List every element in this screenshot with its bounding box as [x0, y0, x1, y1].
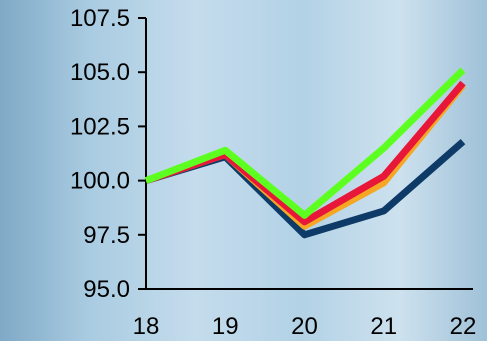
chart-series [144, 67, 466, 239]
series-line-2 [144, 83, 466, 230]
y-tick-label: 105.0 [70, 59, 130, 86]
chart-axes [138, 17, 473, 290]
y-tick-label: 102.5 [70, 113, 130, 140]
x-tick-label: 19 [212, 313, 239, 340]
x-tick-label: 18 [133, 313, 160, 340]
y-tick-label: 95.0 [83, 276, 130, 303]
y-tick-label: 97.5 [83, 222, 130, 249]
y-axis-tick-labels: 95.0 97.5 100.0 102.5 105.0 107.5 [70, 5, 130, 303]
y-tick-label: 100.0 [70, 168, 130, 195]
x-tick-label: 22 [450, 313, 477, 340]
x-tick-label: 21 [370, 313, 397, 340]
series-line-3 [144, 80, 466, 226]
x-axis-tick-labels: 18 19 20 21 22 [133, 313, 477, 340]
x-tick-label: 20 [291, 313, 318, 340]
y-tick-label: 107.5 [70, 5, 130, 32]
series-line-4 [144, 67, 466, 219]
